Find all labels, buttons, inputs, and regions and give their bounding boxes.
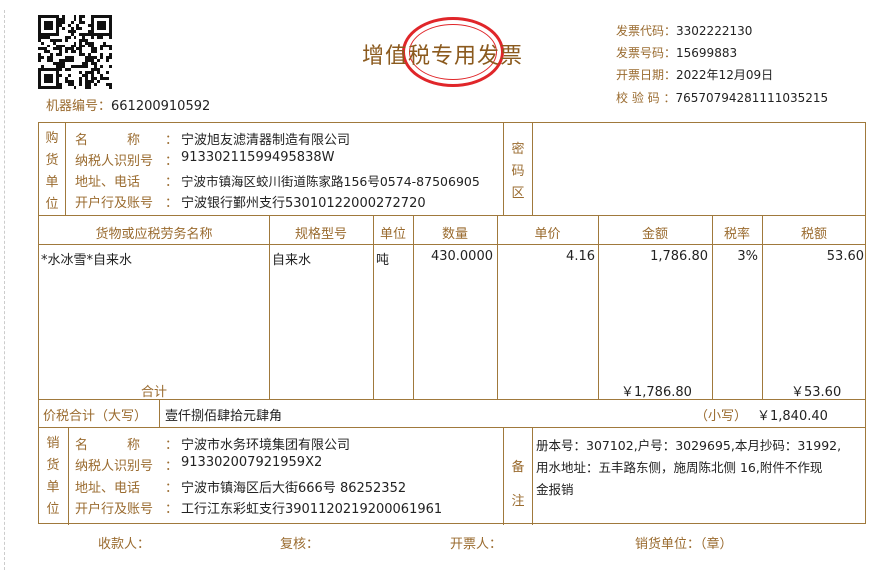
buyer-address: 宁波市镇海区蛟川街道陈家路156号0574-87506905: [181, 174, 480, 189]
check-code: 校 验 码 ：76570794281111035215: [616, 91, 829, 105]
item-unit: 吨: [376, 253, 390, 268]
buyer-addr-label: 地址、电话: [75, 175, 141, 190]
col-name: 货物或应税劳务名称: [95, 227, 213, 242]
item-rate: 3%: [737, 249, 758, 264]
remark-line-2: 用水地址：五丰路东侧，施周陈北侧 16,附件不作现: [536, 460, 823, 475]
drawer-label: 开票人：: [450, 537, 503, 552]
colon: ：: [165, 459, 179, 474]
invoice-code: 发票代码：3302222130: [616, 24, 753, 38]
col-amount: 金额: [641, 227, 668, 242]
item-spec: 自来水: [272, 253, 312, 268]
colon: ：: [165, 133, 179, 148]
col-tax: 税额: [800, 227, 827, 242]
seller-label: 销货单位: [46, 436, 60, 517]
col-rate: 税率: [723, 227, 750, 242]
colon: ：: [165, 154, 179, 169]
machine-number: 机器编号：661200910592: [46, 99, 211, 114]
col-unit: 单位: [379, 227, 406, 242]
seller-addr-label: 地址、电话: [75, 481, 141, 496]
buyer-name: 宁波旭友滤清器制造有限公司: [181, 133, 351, 148]
seller-seal-label: 销货单位：（章）: [635, 537, 733, 552]
item-tax: 53.60: [826, 249, 864, 264]
colon: ：: [165, 481, 179, 496]
total-tax: ￥53.60: [791, 385, 842, 400]
total-label: 合计: [141, 385, 168, 400]
review-label: 复核：: [280, 537, 320, 552]
tax-stamp: [402, 17, 504, 87]
grand-total-label: 价税合计（大写）: [43, 409, 148, 424]
remark-label: 备注: [511, 460, 525, 509]
item-price: 4.16: [566, 249, 595, 264]
colon: ：: [165, 196, 179, 211]
grand-total-words: 壹仟捌佰肆拾元肆角: [165, 409, 283, 424]
buyer-taxid-label: 纳税人识别号: [75, 154, 154, 169]
item-amount: 1,786.80: [650, 249, 708, 264]
cipher-label: 密码区: [511, 142, 525, 201]
qr-code: [38, 15, 112, 89]
grand-small-label: （小写）: [695, 409, 748, 424]
buyer-name-label: 名 称: [75, 133, 141, 148]
col-qty: 数量: [441, 227, 468, 242]
invoice-table: 购货单位 名 称 纳税人识别号 地址、电话 开户行及账号 ： ： ： ： 宁波旭…: [38, 122, 866, 525]
col-spec: 规格型号: [294, 227, 347, 242]
seller-address: 宁波市镇海区后大街666号 86252352: [181, 481, 407, 496]
item-name: *水冰雪*自来水: [41, 253, 133, 268]
colon: ：: [165, 175, 179, 190]
colon: ：: [165, 502, 179, 517]
invoice-number: 发票号码：15699883: [616, 46, 738, 60]
invoice-date: 开票日期：2022年12月09日: [616, 68, 774, 82]
perforation: [4, 10, 5, 570]
grand-total: ￥1,840.40: [757, 409, 828, 424]
remark-line-3: 金报销: [536, 482, 574, 497]
seller-taxid-label: 纳税人识别号: [75, 459, 154, 474]
seller-name-label: 名 称: [75, 438, 141, 453]
colon: ：: [165, 438, 179, 453]
seller-tax-id: 913302007921959X2: [181, 455, 323, 470]
buyer-bank-label: 开户行及账号: [75, 196, 154, 211]
remark-line-1: 册本号：307102,户号：3029695,本月抄码：31992,: [536, 438, 842, 453]
buyer-tax-id: 91330211599495838W: [181, 150, 335, 165]
item-qty: 430.0000: [430, 249, 493, 264]
col-price: 单价: [534, 227, 561, 242]
buyer-bank: 宁波银行鄞州支行53010122000272720: [181, 196, 426, 211]
payee-label: 收款人：: [98, 537, 151, 552]
buyer-label: 购货单位: [45, 131, 59, 212]
seller-bank-label: 开户行及账号: [75, 502, 154, 517]
seller-name: 宁波市水务环境集团有限公司: [181, 438, 351, 453]
total-amount: ￥1,786.80: [621, 385, 692, 400]
seller-bank: 工行江东彩虹支行3901120219200061961: [181, 502, 443, 517]
invoice-title: 增值税专用发票: [362, 44, 524, 69]
